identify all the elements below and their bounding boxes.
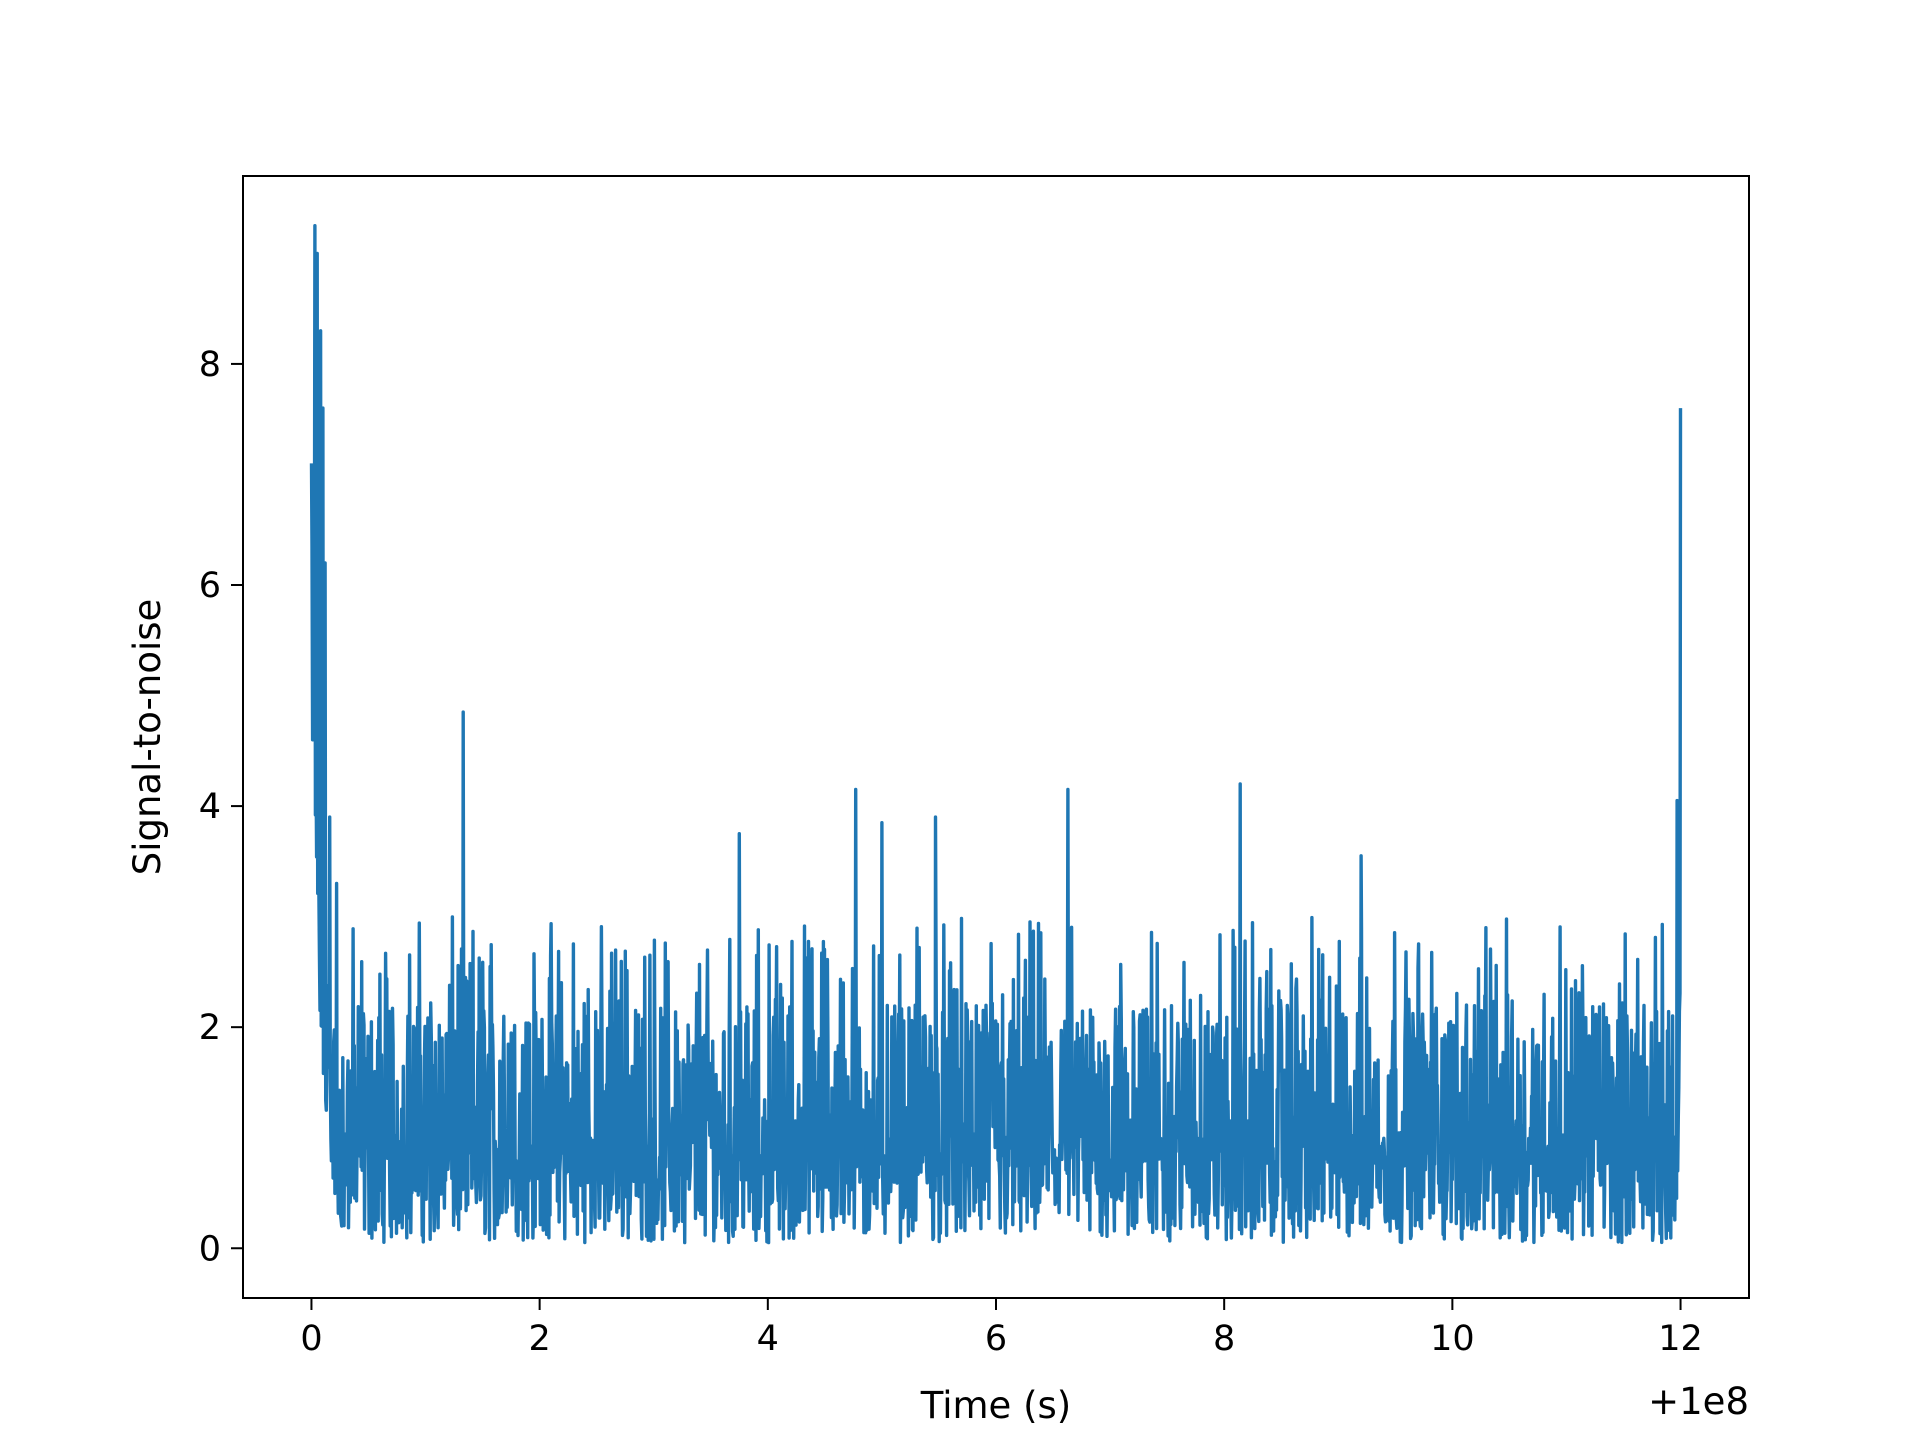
x-tick-label: 6 xyxy=(985,1319,1007,1359)
x-axis-ticks: 0 2 4 6 8 10 12 xyxy=(300,1298,1703,1359)
x-tick-label: 8 xyxy=(1213,1319,1235,1359)
x-tick-label: 2 xyxy=(528,1319,550,1359)
x-tick-label: 10 xyxy=(1430,1319,1475,1359)
x-axis-label: Time (s) xyxy=(920,1384,1071,1427)
y-tick-label: 4 xyxy=(199,787,221,827)
series-line xyxy=(309,224,1683,1245)
y-axis-label: Signal-to-noise xyxy=(126,599,169,876)
y-tick-label: 0 xyxy=(199,1229,221,1269)
x-tick-label: 12 xyxy=(1658,1319,1703,1359)
y-tick-label: 2 xyxy=(199,1008,221,1048)
y-tick-label: 6 xyxy=(199,566,221,606)
x-tick-label: 4 xyxy=(757,1319,779,1359)
x-axis-offset-label: +1e8 xyxy=(1648,1380,1749,1423)
y-tick-label: 8 xyxy=(199,345,221,385)
series-layer xyxy=(309,224,1683,1245)
y-axis-ticks: 0 2 4 6 8 xyxy=(199,345,243,1269)
x-tick-label: 0 xyxy=(300,1319,322,1359)
